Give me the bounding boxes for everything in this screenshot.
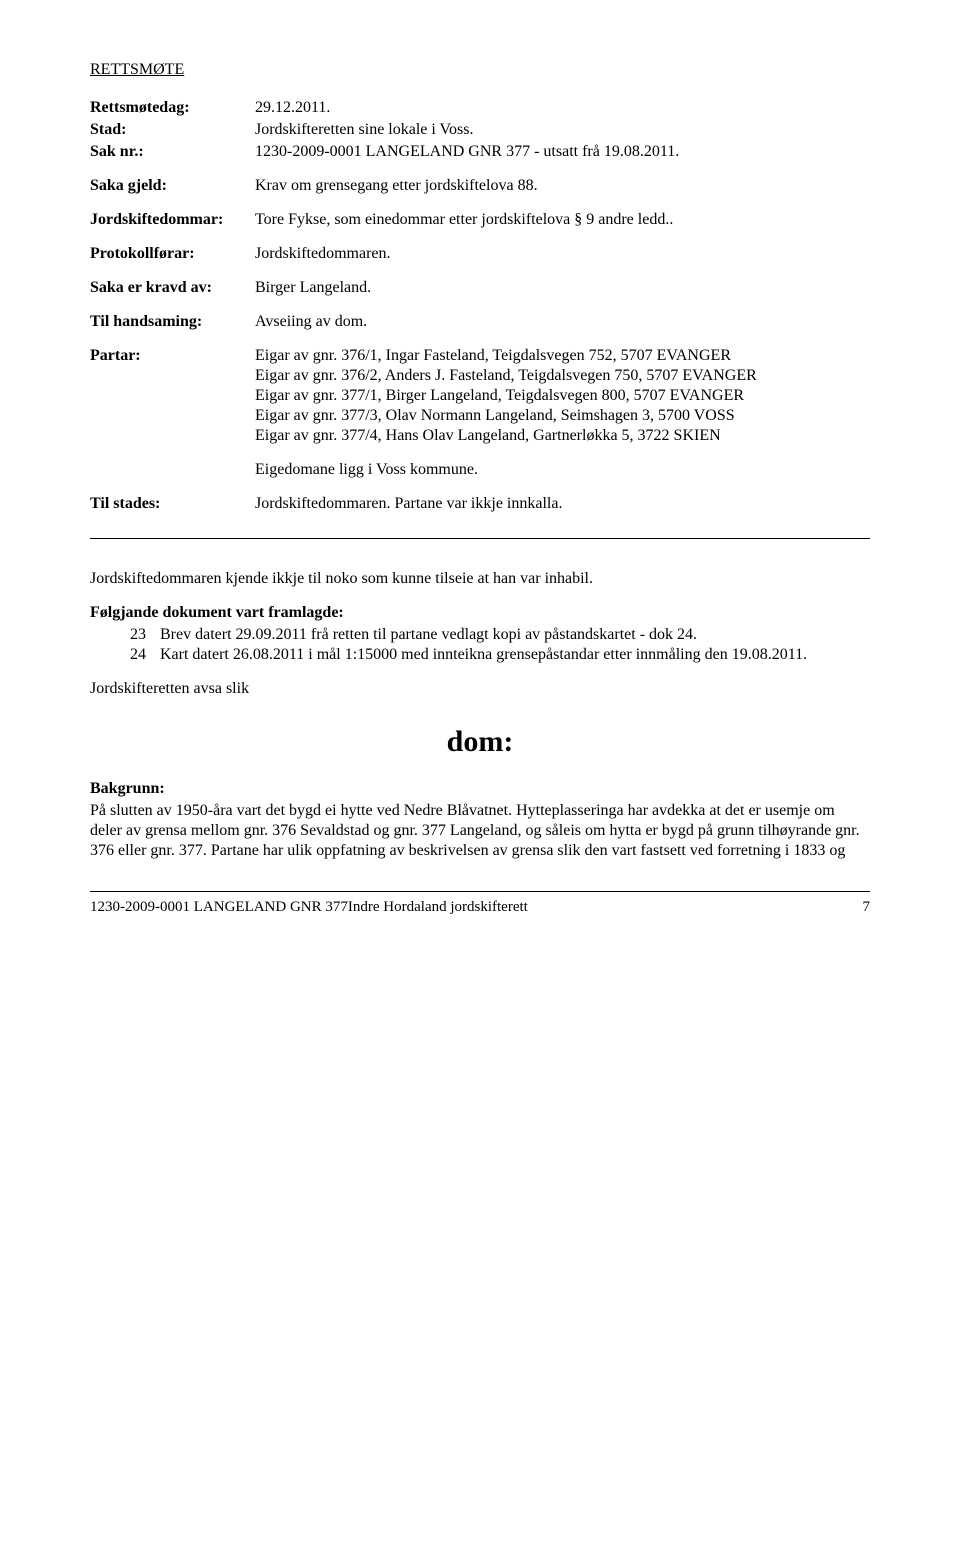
document-row: 24 Kart datert 26.08.2011 i mål 1:15000 … xyxy=(130,645,870,665)
stades-label: Til stades: xyxy=(90,494,255,514)
document-number: 23 xyxy=(130,625,160,645)
rettsmotedag-value: 29.12.2011. xyxy=(255,98,870,118)
partar-label: Partar: xyxy=(90,346,255,446)
saknr-value: 1230-2009-0001 LANGELAND GNR 377 - utsat… xyxy=(255,142,870,162)
dommar-value: Tore Fykse, som einedommar etter jordski… xyxy=(255,210,870,230)
stad-value: Jordskifteretten sine lokale i Voss. xyxy=(255,120,870,140)
document-text: Kart datert 26.08.2011 i mål 1:15000 med… xyxy=(160,645,870,665)
page-number: 7 xyxy=(863,898,871,917)
footer-left: 1230-2009-0001 LANGELAND GNR 377Indre Ho… xyxy=(90,898,528,917)
partar-item: Eigar av gnr. 376/2, Anders J. Fasteland… xyxy=(255,366,870,386)
partar-item: Eigar av gnr. 377/1, Birger Langeland, T… xyxy=(255,386,870,406)
handsaming-value: Avseiing av dom. xyxy=(255,312,870,332)
dommar-label: Jordskiftedommar: xyxy=(90,210,255,230)
stad-label: Stad: xyxy=(90,120,255,140)
eigedomane-text: Eigedomane ligg i Voss kommune. xyxy=(255,460,870,480)
documents-heading: Følgjande dokument vart framlagde: xyxy=(90,603,870,623)
dom-heading: dom: xyxy=(90,723,870,761)
protokoll-value: Jordskiftedommaren. xyxy=(255,244,870,264)
saka-gjeld-label: Saka gjeld: xyxy=(90,176,255,196)
partar-list: Eigar av gnr. 376/1, Ingar Fasteland, Te… xyxy=(255,346,870,446)
saknr-label: Sak nr.: xyxy=(90,142,255,162)
section-divider xyxy=(90,538,870,539)
partar-item: Eigar av gnr. 377/3, Olav Normann Langel… xyxy=(255,406,870,426)
protokoll-label: Protokollførar: xyxy=(90,244,255,264)
saka-gjeld-value: Krav om grensegang etter jordskiftelova … xyxy=(255,176,870,196)
handsaming-label: Til handsaming: xyxy=(90,312,255,332)
stades-value: Jordskiftedommaren. Partane var ikkje in… xyxy=(255,494,870,514)
bakgrunn-text: På slutten av 1950-åra vart det bygd ei … xyxy=(90,801,870,861)
kravd-label: Saka er kravd av: xyxy=(90,278,255,298)
avsa-text: Jordskifteretten avsa slik xyxy=(90,679,870,699)
bakgrunn-heading: Bakgrunn: xyxy=(90,779,870,799)
kravd-value: Birger Langeland. xyxy=(255,278,870,298)
document-row: 23 Brev datert 29.09.2011 frå retten til… xyxy=(130,625,870,645)
documents-list: 23 Brev datert 29.09.2011 frå retten til… xyxy=(130,625,870,665)
page-footer: 1230-2009-0001 LANGELAND GNR 377Indre Ho… xyxy=(90,891,870,917)
spacer xyxy=(90,460,255,480)
inhabil-text: Jordskiftedommaren kjende ikkje til noko… xyxy=(90,569,870,589)
document-number: 24 xyxy=(130,645,160,665)
document-text: Brev datert 29.09.2011 frå retten til pa… xyxy=(160,625,870,645)
partar-item: Eigar av gnr. 376/1, Ingar Fasteland, Te… xyxy=(255,346,870,366)
document-heading: RETTSMØTE xyxy=(90,60,870,80)
partar-item: Eigar av gnr. 377/4, Hans Olav Langeland… xyxy=(255,426,870,446)
rettsmotedag-label: Rettsmøtedag: xyxy=(90,98,255,118)
